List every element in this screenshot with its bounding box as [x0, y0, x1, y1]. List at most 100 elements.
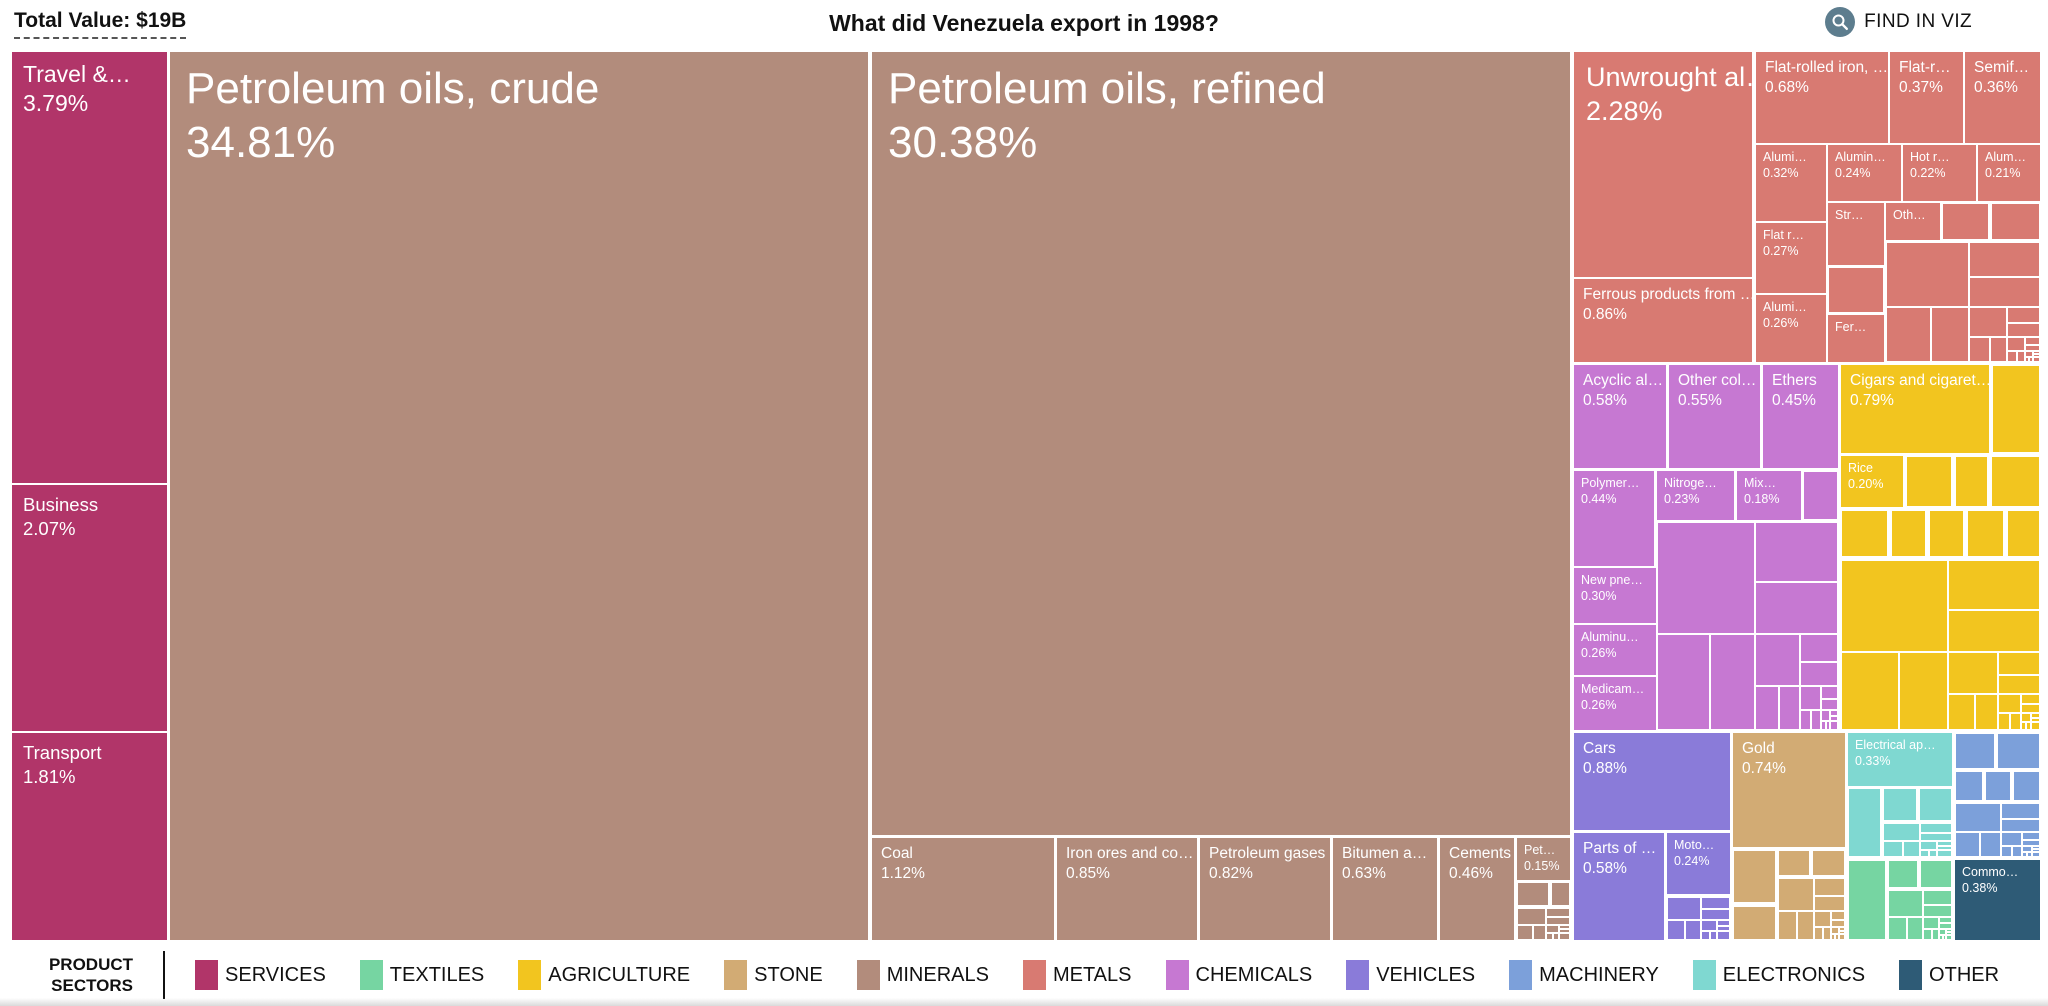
treemap-cell[interactable]: Alumin… 0.24% [1828, 145, 1901, 201]
treemap-cell-unlabeled[interactable] [2022, 832, 2040, 840]
treemap-cell-unlabeled[interactable] [1998, 652, 2040, 675]
treemap-cell-unlabeled[interactable] [1946, 929, 1952, 932]
treemap-cell-unlabeled[interactable] [1923, 929, 1932, 940]
treemap-cell-unlabeled[interactable] [1814, 927, 1823, 940]
treemap-cell-unlabeled[interactable] [1841, 560, 1948, 652]
treemap-cell[interactable]: Str… [1828, 203, 1884, 265]
treemap-cell[interactable]: Bitumen a… 0.63% [1333, 838, 1437, 940]
treemap-cell-unlabeled[interactable] [1883, 788, 1917, 821]
treemap-cell-unlabeled[interactable] [1969, 242, 2040, 277]
treemap-cell-unlabeled[interactable] [1839, 927, 1845, 931]
treemap-cell-unlabeled[interactable] [1755, 522, 1838, 582]
treemap-cell-unlabeled[interactable] [1975, 694, 1998, 730]
treemap-cell-unlabeled[interactable] [1888, 860, 1918, 888]
legend-item-agriculture[interactable]: AGRICULTURE [518, 960, 690, 990]
treemap-cell-unlabeled[interactable] [1755, 686, 1779, 730]
treemap-cell-unlabeled[interactable] [2022, 840, 2040, 846]
treemap-cell-unlabeled[interactable] [1919, 788, 1952, 821]
treemap-cell-unlabeled[interactable] [1800, 634, 1838, 662]
treemap-cell-unlabeled[interactable] [1839, 934, 1845, 940]
treemap-cell-unlabeled[interactable] [1997, 733, 2040, 769]
treemap-cell-unlabeled[interactable] [2032, 846, 2040, 849]
legend-item-minerals[interactable]: MINERALS [856, 960, 989, 990]
treemap-cell-unlabeled[interactable] [1814, 878, 1845, 896]
treemap-cell-unlabeled[interactable] [2032, 852, 2040, 857]
legend-item-other[interactable]: OTHER [1899, 960, 1999, 990]
treemap-cell-unlabeled[interactable] [1920, 833, 1952, 841]
treemap-cell[interactable]: Ferrous products from … 0.86% [1574, 279, 1752, 362]
treemap-cell-unlabeled[interactable] [2033, 351, 2040, 354]
treemap-cell-unlabeled[interactable] [2021, 704, 2040, 713]
treemap-cell-unlabeled[interactable] [1886, 242, 1969, 307]
treemap-cell-unlabeled[interactable] [1990, 337, 2007, 362]
treemap-cell-unlabeled[interactable] [1998, 675, 2040, 694]
treemap-cell-unlabeled[interactable] [1778, 911, 1797, 940]
treemap-cell-unlabeled[interactable] [2007, 510, 2040, 557]
treemap-cell-unlabeled[interactable] [1943, 935, 1946, 940]
treemap-cell[interactable]: Cars 0.88% [1574, 733, 1730, 830]
treemap-cell-unlabeled[interactable] [2026, 722, 2031, 730]
treemap-cell-unlabeled[interactable] [1517, 882, 1549, 906]
treemap-cell[interactable]: Rice 0.20% [1841, 456, 1903, 507]
treemap-cell[interactable]: Semif… 0.36% [1965, 52, 2040, 143]
treemap-cell[interactable]: Alum… 0.21% [1978, 145, 2040, 201]
treemap-cell-unlabeled[interactable] [1821, 699, 1838, 710]
treemap-cell[interactable]: Medicam… 0.26% [1574, 677, 1656, 730]
treemap-cell-unlabeled[interactable] [1831, 934, 1835, 940]
treemap-cell-unlabeled[interactable] [1830, 721, 1838, 730]
treemap-cell-unlabeled[interactable] [1811, 710, 1821, 730]
treemap-cell-unlabeled[interactable] [1831, 911, 1845, 920]
treemap-cell-unlabeled[interactable] [1955, 456, 1988, 507]
treemap-cell-unlabeled[interactable] [1821, 710, 1830, 721]
treemap-cell-unlabeled[interactable] [1932, 929, 1939, 940]
treemap-cell-unlabeled[interactable] [1823, 927, 1831, 940]
treemap-cell-unlabeled[interactable] [1546, 908, 1570, 917]
treemap-cell-unlabeled[interactable] [1821, 721, 1826, 730]
treemap-cell-unlabeled[interactable] [1886, 307, 1931, 362]
treemap-cell-unlabeled[interactable] [2031, 713, 2040, 718]
treemap-cell-unlabeled[interactable] [1980, 832, 2001, 857]
treemap-cell-unlabeled[interactable] [1755, 582, 1838, 634]
treemap-cell[interactable]: Alumi… 0.32% [1756, 145, 1826, 221]
treemap-cell-unlabeled[interactable] [1553, 933, 1559, 940]
treemap-cell-unlabeled[interactable] [1839, 931, 1845, 934]
treemap-cell-unlabeled[interactable] [2033, 354, 2040, 357]
treemap-cell-unlabeled[interactable] [1937, 850, 1952, 857]
treemap-cell-unlabeled[interactable] [2007, 307, 2040, 323]
treemap-cell-unlabeled[interactable] [1969, 307, 2007, 337]
treemap-cell-unlabeled[interactable] [1701, 931, 1710, 940]
treemap-cell-unlabeled[interactable] [2007, 337, 2025, 351]
treemap-cell[interactable]: Ethers 0.45% [1763, 365, 1838, 468]
treemap-cell[interactable]: Commo… 0.38% [1955, 860, 2040, 940]
treemap-cell-unlabeled[interactable] [1546, 925, 1559, 933]
treemap-cell-unlabeled[interactable] [1717, 931, 1730, 940]
treemap-cell-unlabeled[interactable] [1830, 710, 1838, 716]
treemap-cell-unlabeled[interactable] [1657, 634, 1710, 730]
find-in-viz-button[interactable]: FIND IN VIZ [1825, 7, 1972, 37]
treemap-cell[interactable]: Mix… 0.18% [1737, 471, 1801, 520]
treemap-cell-unlabeled[interactable] [1667, 897, 1701, 920]
treemap-cell-unlabeled[interactable] [1883, 823, 1920, 841]
treemap-cell-unlabeled[interactable] [1841, 652, 1899, 730]
treemap-cell-unlabeled[interactable] [1998, 694, 2021, 713]
treemap-cell-unlabeled[interactable] [1907, 917, 1923, 940]
treemap-cell-unlabeled[interactable] [2001, 819, 2040, 832]
treemap-cell[interactable]: Petroleum gases 0.82% [1200, 838, 1330, 940]
treemap-cell-unlabeled[interactable] [1929, 510, 1964, 557]
treemap-cell-unlabeled[interactable] [1826, 721, 1830, 730]
treemap-cell-unlabeled[interactable] [1835, 934, 1839, 940]
treemap-cell-unlabeled[interactable] [1948, 694, 1975, 730]
treemap-cell-unlabeled[interactable] [1920, 860, 1952, 888]
total-value[interactable]: Total Value: $19B [14, 9, 187, 39]
treemap-cell-unlabeled[interactable] [1942, 203, 1989, 240]
treemap-cell[interactable]: Petroleum oils, crude 34.81% [170, 52, 868, 940]
treemap-cell-unlabeled[interactable] [1848, 860, 1886, 940]
legend-item-services[interactable]: SERVICES [195, 960, 326, 990]
treemap-cell-unlabeled[interactable] [2001, 803, 2040, 819]
treemap-cell-unlabeled[interactable] [2025, 357, 2029, 362]
treemap-cell-unlabeled[interactable] [1778, 878, 1814, 911]
treemap-cell[interactable]: Iron ores and co… 0.85% [1057, 838, 1197, 940]
treemap-cell-unlabeled[interactable] [2021, 722, 2026, 730]
treemap-cell-unlabeled[interactable] [1812, 850, 1845, 876]
treemap-cell-unlabeled[interactable] [1939, 935, 1943, 940]
